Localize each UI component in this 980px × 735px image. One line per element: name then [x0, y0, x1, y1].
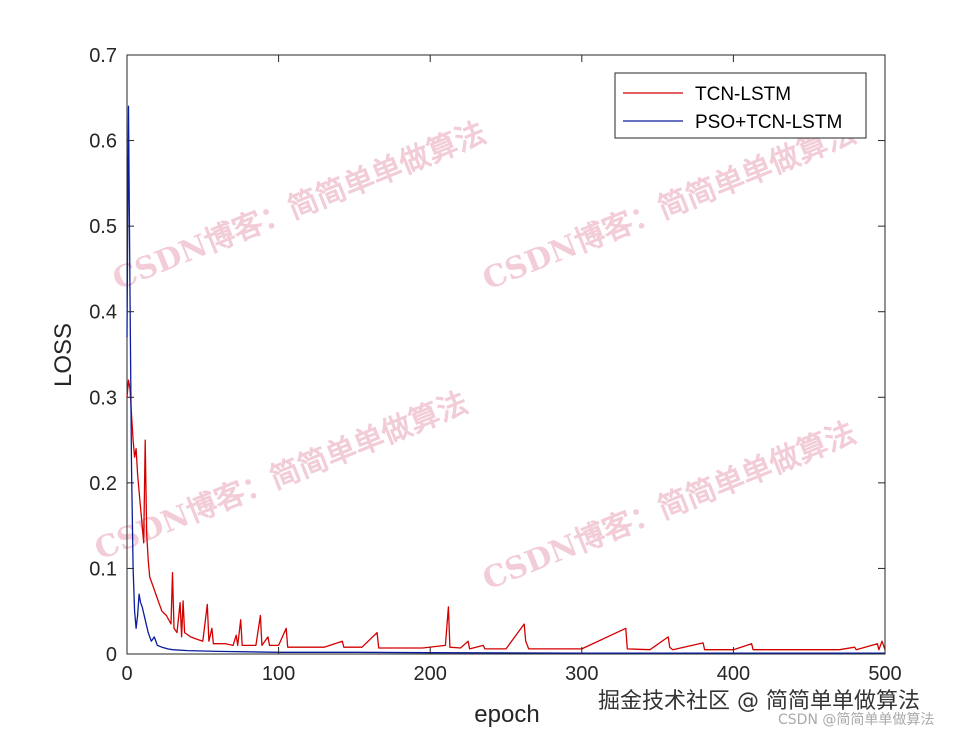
x-tick-label: 400 [717, 663, 750, 685]
legend: TCN-LSTM PSO+TCN-LSTM [614, 72, 867, 139]
watermark-4: CSDN博客：简简单单做算法 [478, 416, 861, 598]
x-tick-label: 300 [565, 663, 598, 685]
watermark-2: CSDN博客：简简单单做算法 [478, 116, 861, 298]
footer-attribution-sub: CSDN @简简单单做算法 [778, 711, 934, 728]
y-tick-label: 0.4 [89, 302, 117, 324]
x-tick-label: 500 [868, 663, 901, 685]
y-axis-ticks: 0 0.1 0.2 0.3 0.4 0.5 0.6 0.7 [89, 45, 885, 666]
y-axis-label: LOSS [50, 323, 77, 387]
x-tick-label: 100 [262, 663, 295, 685]
y-tick-label: 0.3 [89, 387, 117, 409]
watermark-group: CSDN博客：简简单单做算法 CSDN博客：简简单单做算法 CSDN博客：简简单… [90, 116, 861, 598]
x-tick-label: 200 [414, 663, 447, 685]
y-tick-label: 0 [106, 644, 117, 666]
x-axis-ticks: 0 100 200 300 400 500 [121, 55, 902, 685]
x-tick-label: 0 [121, 663, 132, 685]
series-line-tcn-lstm [126, 379, 886, 651]
watermark-1: CSDN博客：简简单单做算法 [108, 116, 491, 298]
y-tick-label: 0.5 [89, 216, 117, 238]
y-tick-label: 0.2 [89, 473, 117, 495]
series-line-pso-tcn-lstm [126, 105, 885, 654]
footer-attribution: 掘金技术社区 @ 简简单单做算法 [598, 689, 920, 714]
y-tick-label: 0.1 [89, 558, 117, 580]
series-layer [126, 105, 886, 654]
x-axis-label: epoch [474, 701, 539, 728]
y-tick-label: 0.7 [89, 45, 117, 67]
y-tick-label: 0.6 [89, 131, 117, 153]
legend-label-tcn-lstm: TCN-LSTM [695, 84, 791, 105]
plot-area [126, 54, 886, 655]
legend-label-pso-tcn-lstm: PSO+TCN-LSTM [695, 112, 842, 133]
legend-box [614, 72, 867, 139]
